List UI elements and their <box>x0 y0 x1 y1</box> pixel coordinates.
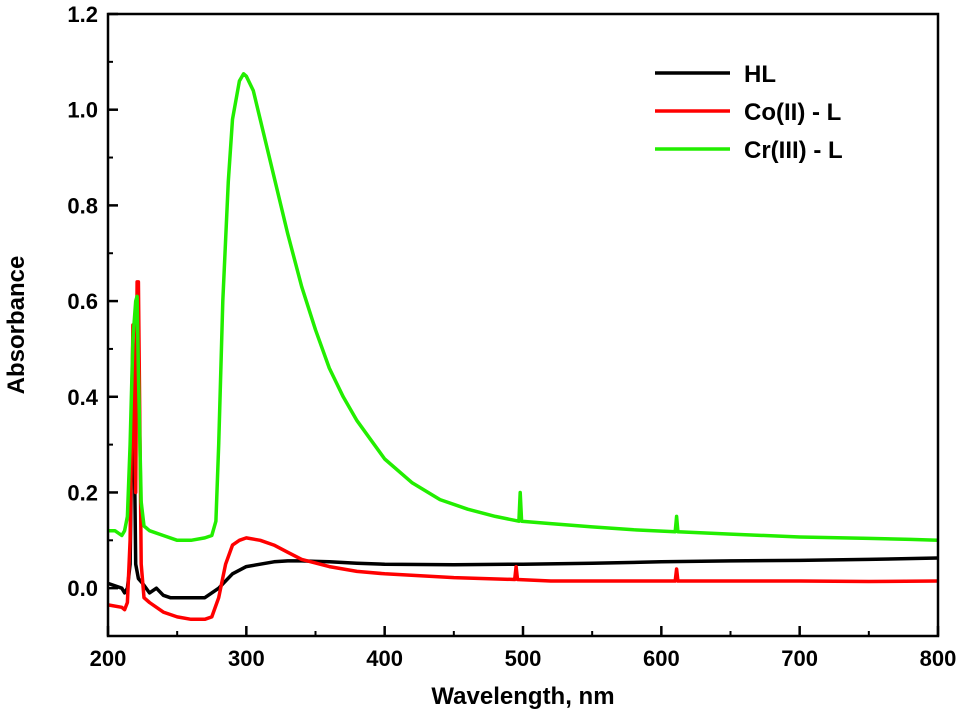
y-tick-label: 1.2 <box>67 2 98 27</box>
series-layer <box>107 72 939 622</box>
x-axis-title: Wavelength, nm <box>431 683 614 710</box>
x-tick-label: 800 <box>920 646 957 671</box>
y-tick-label: 0.6 <box>67 289 98 314</box>
x-tick-label: 700 <box>781 646 818 671</box>
legend-label-0: HL <box>744 61 776 88</box>
y-tick-label: 0.8 <box>67 193 98 218</box>
plot-frame <box>106 12 940 638</box>
y-tick-label: 0.0 <box>67 576 98 601</box>
tick-layer: 200 300 400 500 600 700 800 0.0 0.2 0.4 0.6 0.8 1.0 1… <box>67 2 956 671</box>
y-tick-label: 1.0 <box>67 98 98 123</box>
series-line-1 <box>107 280 939 622</box>
y-tick-label: 0.4 <box>67 385 98 410</box>
x-tick-label: 500 <box>505 646 542 671</box>
series-line-2 <box>108 72 939 543</box>
x-tick-label: 200 <box>90 646 127 671</box>
legend-label-2: Cr(III) - L <box>744 137 843 164</box>
legend: HL Co(II) - L Cr(III) - L <box>655 61 843 164</box>
y-tick-label: 0.2 <box>67 480 98 505</box>
x-tick-label: 300 <box>228 646 265 671</box>
series-line-0 <box>107 356 939 600</box>
x-tick-label: 400 <box>366 646 403 671</box>
x-tick-label: 600 <box>643 646 680 671</box>
y-axis-title: Absorbance <box>3 256 30 395</box>
legend-label-1: Co(II) - L <box>744 99 841 126</box>
